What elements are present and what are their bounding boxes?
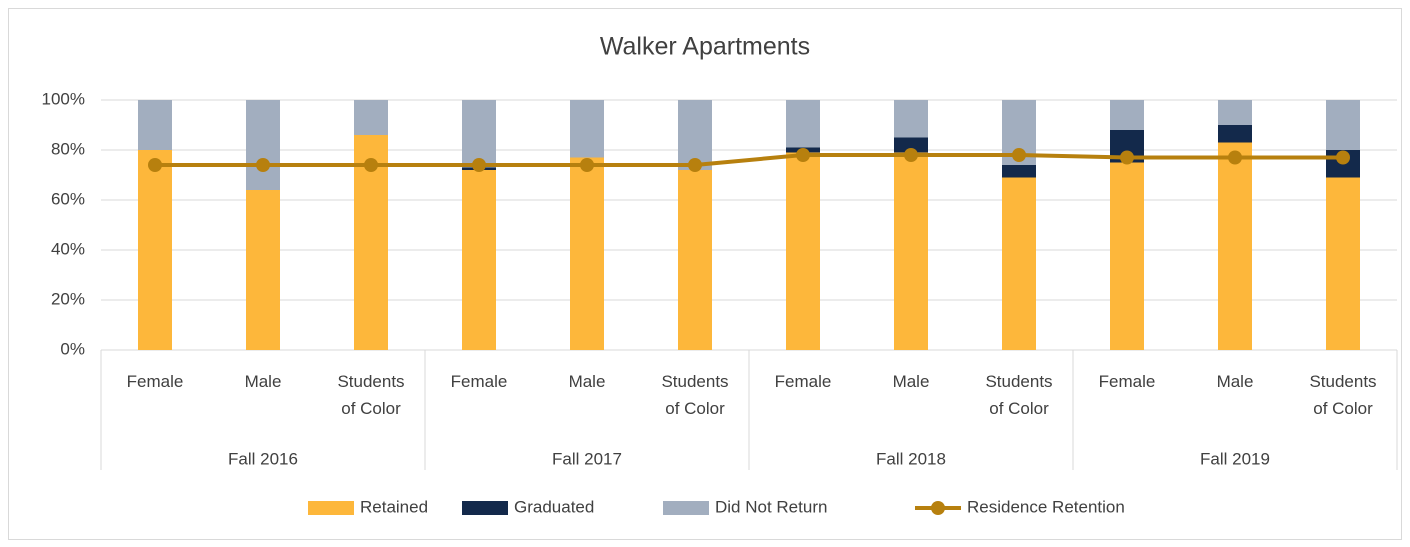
line-marker (148, 158, 162, 172)
bar-segment (1218, 142, 1252, 350)
bar-segment (678, 170, 712, 350)
bar-segment (1218, 100, 1252, 125)
bar-segment (354, 100, 388, 135)
line-marker (1120, 150, 1134, 165)
y-tick-label: 0% (60, 339, 85, 358)
x-tick-label: Female (774, 372, 832, 391)
bar-segment (1218, 125, 1252, 143)
bar-segment (786, 100, 820, 148)
x-tick-label: Male (1216, 372, 1254, 391)
line-marker (1228, 150, 1242, 165)
line-series (155, 153, 1343, 167)
bar-segment (570, 100, 604, 158)
bar-segment (1002, 165, 1036, 178)
x-tick-label: Students of Color (1309, 372, 1377, 418)
line-marker (796, 148, 810, 162)
line-marker (904, 148, 918, 162)
bar-segment (462, 100, 496, 168)
bar-segment (894, 100, 928, 138)
chart-title: Walker Apartments (600, 33, 810, 61)
x-tick-label: Female (126, 372, 184, 391)
bar-segment (1110, 162, 1144, 350)
legend-swatch (663, 501, 709, 515)
line-marker (580, 158, 594, 172)
legend-swatch (462, 501, 508, 515)
bar-segment (138, 150, 172, 350)
bar-segment (246, 100, 280, 190)
legend-label: Graduated (514, 497, 594, 516)
x-tick-label: Male (568, 372, 606, 391)
line-marker (688, 158, 702, 172)
bar-segment (462, 170, 496, 350)
group-label: Fall 2018 (876, 449, 946, 468)
bar-segment (138, 100, 172, 150)
legend-swatch (308, 501, 354, 515)
bar-segment (246, 190, 280, 350)
bar-segment (894, 152, 928, 350)
bar-segment (894, 137, 928, 153)
legend-label: Retained (360, 497, 428, 516)
legend-swatch (931, 501, 945, 515)
x-tick-label: Male (244, 372, 282, 391)
bar-segment (1326, 100, 1360, 150)
y-tick-label: 80% (51, 139, 85, 158)
x-tick-label: Students of Color (337, 372, 405, 418)
line-marker (364, 158, 378, 172)
line-marker (472, 158, 486, 172)
bar-segment (570, 157, 604, 350)
bar-segment (1326, 177, 1360, 350)
line-marker (1336, 150, 1350, 165)
group-label: Fall 2016 (228, 449, 298, 468)
group-label: Fall 2017 (552, 449, 622, 468)
y-tick-label: 20% (51, 289, 85, 308)
x-tick-label: Students of Color (661, 372, 729, 418)
group-label: Fall 2019 (1200, 449, 1270, 468)
x-tick-label: Female (450, 372, 508, 391)
line-marker (256, 158, 270, 172)
y-tick-label: 100% (42, 89, 85, 108)
bar-segment (1002, 177, 1036, 350)
line-marker (1012, 148, 1026, 162)
x-tick-label: Students of Color (985, 372, 1053, 418)
y-tick-label: 60% (51, 189, 85, 208)
legend-label: Did Not Return (715, 497, 827, 516)
bar-segment (1110, 100, 1144, 130)
legend-label: Residence Retention (967, 497, 1125, 516)
bar-segment (786, 152, 820, 350)
x-tick-label: Male (892, 372, 930, 391)
y-tick-label: 40% (51, 239, 85, 258)
x-tick-label: Female (1098, 372, 1156, 391)
